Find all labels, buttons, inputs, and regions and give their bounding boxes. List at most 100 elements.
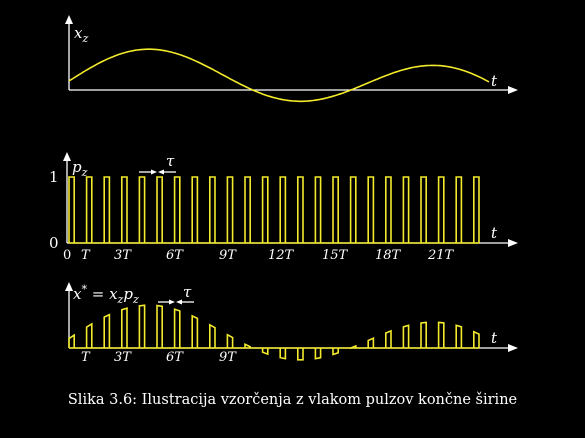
ylabel-bot-eq: = (87, 285, 109, 303)
xtick-bot-T: T (81, 350, 91, 365)
ylabel-bot-x: x (73, 285, 82, 303)
pulse-22 (455, 176, 463, 243)
ylabel-bot-star: * (81, 283, 87, 296)
xtick-mid-0: 0 (63, 248, 71, 263)
sample-pulse-3 (121, 307, 128, 348)
sample-pulse-19 (402, 324, 410, 348)
y-axis-mid-arrow (63, 152, 71, 161)
xtick-mid-21T: 21T (427, 248, 455, 263)
xtick-mid-15T: 15T (322, 248, 349, 263)
pulse-8 (209, 176, 216, 243)
xtick-mid-12T: 12T (268, 248, 295, 263)
pulse-6 (173, 176, 181, 243)
pulse-13 (297, 176, 304, 243)
pulse-width-marker-bot: τ (158, 283, 194, 305)
x-axis-bot-arrow (508, 344, 518, 352)
ylabel-bot-p: p (123, 285, 133, 303)
pulse-3 (121, 176, 128, 243)
pulse-7 (191, 176, 199, 243)
sample-pulse-2 (103, 313, 111, 348)
sample-pulse-21 (437, 321, 445, 348)
tau-arrowhead-right-bot (176, 299, 182, 305)
pulse-15 (332, 176, 339, 243)
pulse-19 (402, 176, 410, 243)
sample-pulse-17 (367, 336, 375, 348)
y-axis-top-arrow (65, 15, 73, 24)
pulse-23 (473, 176, 480, 243)
sample-pulse-18 (385, 329, 392, 348)
sample-pulse-14 (314, 348, 322, 360)
xlabel-bot: t (491, 329, 498, 347)
ylabel-mid: pz (72, 158, 88, 179)
y-axis-bot-arrow (65, 282, 73, 291)
sample-pulse-1 (85, 322, 93, 348)
sampling-figure: xz t pz 1 0 t τ 0 T 3T 6T 9T 12T 15T 18T (49, 15, 518, 365)
pulse-21 (437, 176, 445, 243)
ylabel-bot-x2: x (109, 285, 118, 303)
ylabel-mid-sub: z (81, 166, 88, 179)
figure-caption: Slika 3.6: Ilustracija vzorčenja z vlako… (67, 392, 518, 408)
ylabel-mid-main: p (72, 158, 82, 176)
sample-pulse-13 (297, 348, 304, 361)
pulse-16 (349, 176, 357, 243)
tau-arrowhead-right-mid (158, 169, 164, 175)
pulse-14 (314, 176, 322, 243)
xlabel-top: t (491, 72, 498, 90)
pulse-11 (261, 176, 269, 243)
sample-pulse-22 (455, 324, 463, 348)
xtick-mid-3T: 3T (114, 248, 132, 263)
sample-pulse-4 (138, 304, 146, 348)
ylabel-top-sub: z (81, 32, 88, 45)
sample-pulse-23 (473, 330, 480, 348)
xtick-mid-18T: 18T (375, 248, 402, 263)
pulse-12 (279, 176, 287, 243)
sample-pulse-6 (173, 308, 181, 348)
tau-arrowhead-left-mid (151, 169, 157, 175)
xtick-mid-9T: 9T (219, 248, 237, 263)
sample-pulse-11 (261, 348, 269, 356)
pulse-1 (85, 176, 93, 243)
ylabel-bot-sub2: z (132, 293, 139, 306)
panel-continuous-signal: xz t (65, 15, 518, 103)
ylabel-top: xz (74, 24, 88, 45)
pulse-4 (138, 176, 146, 243)
x-axis-top-arrow (508, 86, 518, 94)
panel-pulse-train: pz 1 0 t τ 0 T 3T 6T 9T 12T 15T 18T 21T (49, 152, 518, 263)
sample-pulse-7 (191, 314, 199, 348)
xtick-bot-3T: 3T (114, 350, 132, 365)
pulse-18 (385, 176, 392, 243)
pulse-5 (156, 176, 163, 243)
ylabel-bot-sub1: z (117, 293, 124, 306)
sampled-pulses (68, 304, 480, 361)
x-axis-mid-arrow (508, 239, 518, 247)
xtick-mid-T: T (81, 248, 91, 263)
pulse-9 (226, 176, 234, 243)
pulse-2 (103, 176, 111, 243)
sample-pulse-12 (279, 348, 287, 360)
sample-pulse-0 (68, 333, 75, 348)
sample-pulse-8 (209, 323, 216, 348)
pulse-10 (244, 176, 251, 243)
tau-arrowhead-left-bot (169, 299, 175, 305)
pulse-width-marker-mid: τ (139, 152, 176, 175)
ytick-one: 1 (49, 168, 59, 186)
pulse-17 (367, 176, 375, 243)
continuous-signal-curve (68, 48, 490, 103)
sample-pulse-5 (156, 304, 163, 348)
ytick-zero: 0 (49, 234, 59, 252)
ylabel-top-main: x (74, 24, 83, 42)
xtick-mid-6T: 6T (166, 248, 184, 263)
ylabel-bot: x* = xzpz (73, 283, 139, 306)
pulse-train (68, 176, 480, 244)
xtick-bot-9T: 9T (219, 350, 237, 365)
xtick-bot-6T: 6T (166, 350, 184, 365)
tau-label-mid: τ (166, 152, 175, 170)
pulse-0 (68, 176, 75, 243)
tau-label-bot: τ (183, 283, 192, 301)
sample-pulse-15 (332, 348, 339, 356)
panel-sampled-signal: x* = xzpz t τ T 3T 6T 9T (65, 282, 518, 365)
xlabel-mid: t (491, 224, 498, 242)
sample-pulse-20 (420, 321, 427, 348)
sample-pulse-9 (226, 333, 234, 348)
pulse-20 (420, 176, 427, 243)
